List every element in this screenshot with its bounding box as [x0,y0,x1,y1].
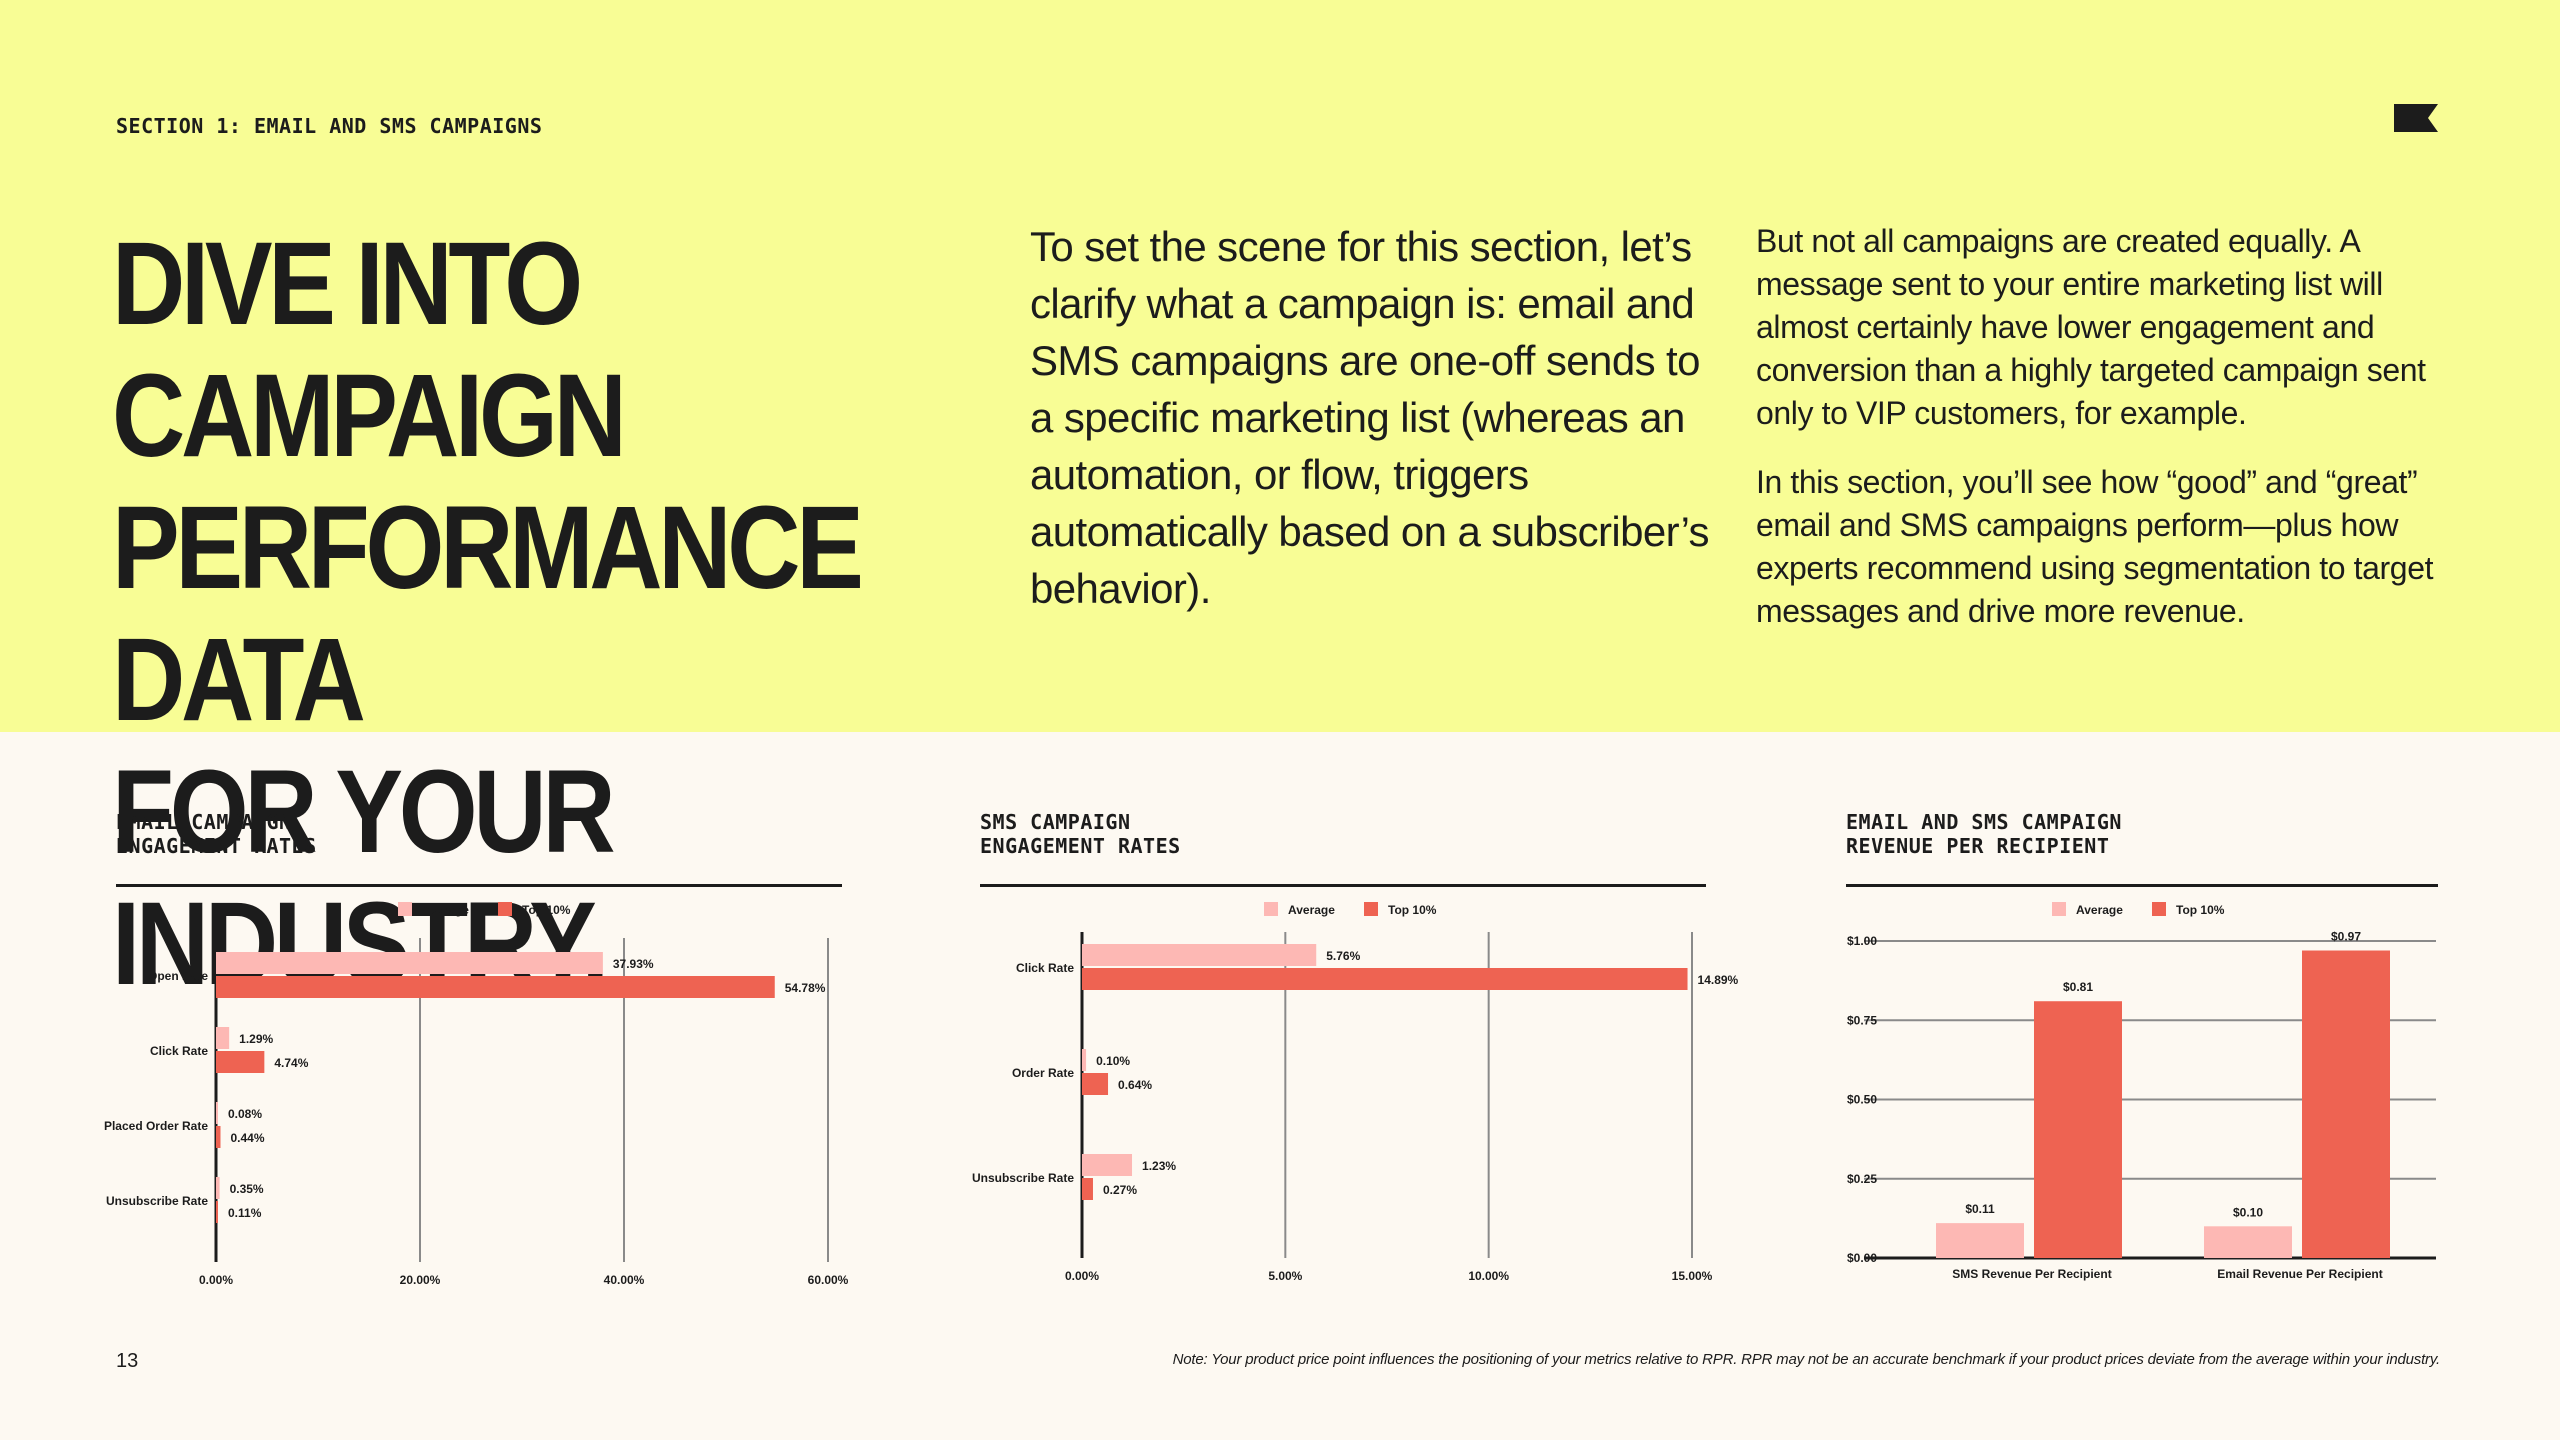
email-chart-tick-label-3: 60.00% [808,1273,849,1287]
sms-chart-bar-average-click-rate [1082,944,1317,966]
sms-chart-legend-swatch-average [1264,902,1278,916]
top-panel [0,0,2560,732]
email-chart-legend-label-top-10: Top 10% [522,903,571,917]
rpr-chart-tick-label-1: $0.25 [1847,1172,1877,1186]
sms-chart-legend-label-average: Average [1288,903,1335,917]
rpr-chart-tick-label-2: $0.50 [1847,1093,1877,1107]
email-chart-rule [116,884,842,887]
sms-chart-tick-label-0: 0.00% [1065,1269,1099,1283]
email-chart-value-label-top-10-unsubscribe-rate: 0.11% [228,1206,262,1220]
footer-note: Note: Your product price point influence… [1172,1351,2441,1368]
sms-chart-value-label-average-unsubscribe-rate: 1.23% [1142,1159,1176,1173]
email-chart-category-label-placed-order-rate: Placed Order Rate [104,1119,208,1133]
paragraph-2: In this section, you’ll see how “good” a… [1756,464,2434,629]
rpr-chart-bar-average-sms-revenue-per-recipient [1936,1223,2024,1258]
email-chart-bar-average-placed-order-rate [216,1102,218,1124]
rpr-chart-value-label-top-10-email-revenue-per-recipient: $0.97 [2331,930,2361,944]
sms-chart-tick-label-2: 10.00% [1468,1269,1509,1283]
rpr-chart-value-label-average-sms-revenue-per-recipient: $0.11 [1965,1202,1995,1216]
headline-line-1: DIVE INTO CAMPAIGN [112,218,627,482]
email-chart-tick-label-0: 0.00% [199,1273,233,1287]
rpr-chart-title-line-1: EMAIL AND SMS CAMPAIGN [1846,810,2122,834]
sms-chart-category-label-unsubscribe-rate: Unsubscribe Rate [972,1171,1074,1185]
sms-chart-value-label-top-10-click-rate: 14.89% [1698,973,1739,987]
email-chart-tick-label-2: 40.00% [604,1273,645,1287]
email-chart-value-label-average-click-rate: 1.29% [239,1032,273,1046]
rpr-chart-value-label-average-email-revenue-per-recipient: $0.10 [2233,1205,2263,1219]
sms-chart-category-label-click-rate: Click Rate [1016,961,1074,975]
rpr-chart-bar-average-email-revenue-per-recipient [2204,1226,2292,1258]
page-number: 13 [116,1350,139,1372]
headline-line-2: PERFORMANCE DATA [112,482,864,746]
email-engagement-chart: Average Top 10% 0.00% 20.00% 40.00% 60.00% Ope… [104,902,849,1287]
sms-chart-value-label-average-click-rate: 5.76% [1326,949,1360,963]
sms-chart-bar-average-order-rate [1082,1049,1087,1071]
rpr-chart-value-label-top-10-sms-revenue-per-recipient: $0.81 [2063,980,2093,994]
section-label: SECTION 1: EMAIL AND SMS CAMPAIGNS [116,114,543,138]
email-chart-value-label-average-placed-order-rate: 0.08% [228,1107,262,1121]
rpr-chart-title: EMAIL AND SMS CAMPAIGN REVENUE PER RECIP… [1846,810,2406,858]
sms-chart-value-label-average-order-rate: 0.10% [1096,1054,1130,1068]
rpr-chart-title-line-2: REVENUE PER RECIPIENT [1846,834,2110,858]
rpr-chart-tick-label-3: $0.75 [1847,1013,1877,1027]
headline-line-3: FOR YOUR INDUSTRY. [112,746,616,1010]
email-chart-bar-average-unsubscribe-rate [216,1177,220,1199]
email-chart-bar-average-click-rate [216,1027,230,1049]
rpr-chart-legend-label-average: Average [2076,903,2123,917]
rpr-chart: Average Top 10% $0.00 $0.25 $0.50 $0.75 $1.00 S… [1847,902,2436,1281]
email-chart-legend-label-average: Average [422,903,469,917]
sms-chart-legend-label-top-10: Top 10% [1388,903,1437,917]
rpr-chart-legend-swatch-average [2052,902,2066,916]
rpr-chart-bar-top-10-sms-revenue-per-recipient [2034,1001,2122,1258]
flag-logo-icon [2394,104,2438,132]
page-headline: DIVE INTO CAMPAIGN PERFORMANCE DATA FOR … [112,218,886,1010]
sms-chart-title-line-1: SMS CAMPAIGN [980,810,1131,834]
email-chart-value-label-top-10-open-rate: 54.78% [785,981,826,995]
email-chart-bar-top-10-placed-order-rate [216,1126,221,1148]
rpr-chart-category-label-sms-revenue-per-recipient: SMS Revenue Per Recipient [1952,1267,2111,1281]
sms-chart-value-label-top-10-order-rate: 0.64% [1118,1078,1152,1092]
sms-chart-bar-average-unsubscribe-rate [1082,1154,1133,1176]
sms-chart-value-label-top-10-unsubscribe-rate: 0.27% [1103,1183,1137,1197]
sms-chart-legend-swatch-top-10 [1364,902,1378,916]
rpr-chart-category-label-email-revenue-per-recipient: Email Revenue Per Recipient [2217,1267,2382,1281]
paragraph-1: But not all campaigns are created equall… [1756,223,2426,431]
email-chart-category-label-click-rate: Click Rate [150,1044,208,1058]
intro-paragraph: To set the scene for this section, let’s… [1030,223,1710,612]
rpr-chart-rule [1846,884,2438,887]
email-chart-category-label-open-rate: Open Rate [148,969,208,983]
sms-chart-bar-top-10-unsubscribe-rate [1082,1178,1093,1200]
rpr-chart-tick-label-4: $1.00 [1847,934,1877,948]
email-chart-legend-swatch-top-10 [498,902,512,916]
email-chart-title-line-1: EMAIL CAMPAIGN [116,810,292,834]
email-chart-value-label-average-unsubscribe-rate: 0.35% [230,1182,264,1196]
email-chart-tick-label-1: 20.00% [400,1273,441,1287]
sms-chart-title: SMS CAMPAIGN ENGAGEMENT RATES [980,810,1540,858]
email-chart-bar-top-10-open-rate [216,976,775,998]
right-column-text: But not all campaigns are created equall… [1756,220,2456,659]
email-chart-value-label-average-open-rate: 37.93% [613,957,654,971]
email-chart-value-label-top-10-placed-order-rate: 0.44% [230,1131,264,1145]
sms-chart-bar-top-10-click-rate [1082,968,1688,990]
sms-chart-bar-top-10-order-rate [1082,1073,1109,1095]
email-chart-bar-top-10-unsubscribe-rate [216,1201,218,1223]
rpr-chart-legend-label-top-10: Top 10% [2176,903,2225,917]
rpr-chart-bar-top-10-email-revenue-per-recipient [2302,950,2390,1258]
rpr-chart-tick-label-0: $0.00 [1847,1251,1877,1265]
email-chart-value-label-top-10-click-rate: 4.74% [274,1056,308,1070]
sms-chart-title-line-2: ENGAGEMENT RATES [980,834,1181,858]
sms-chart-category-label-order-rate: Order Rate [1012,1066,1074,1080]
email-chart-bar-average-open-rate [216,952,603,974]
sms-chart-rule [980,884,1706,887]
sms-chart-tick-label-1: 5.00% [1268,1269,1302,1283]
sms-engagement-chart: Average Top 10% 0.00% 5.00% 10.00% 15.00% Clic… [972,902,1739,1283]
email-chart-legend-swatch-average [398,902,412,916]
email-chart-bar-top-10-click-rate [216,1051,265,1073]
email-chart-title: EMAIL CAMPAIGN ENGAGEMENT RATES [116,810,676,858]
email-chart-title-line-2: ENGAGEMENT RATES [116,834,317,858]
sms-chart-tick-label-3: 15.00% [1672,1269,1713,1283]
rpr-chart-legend-swatch-top-10 [2152,902,2166,916]
email-chart-category-label-unsubscribe-rate: Unsubscribe Rate [106,1194,208,1208]
